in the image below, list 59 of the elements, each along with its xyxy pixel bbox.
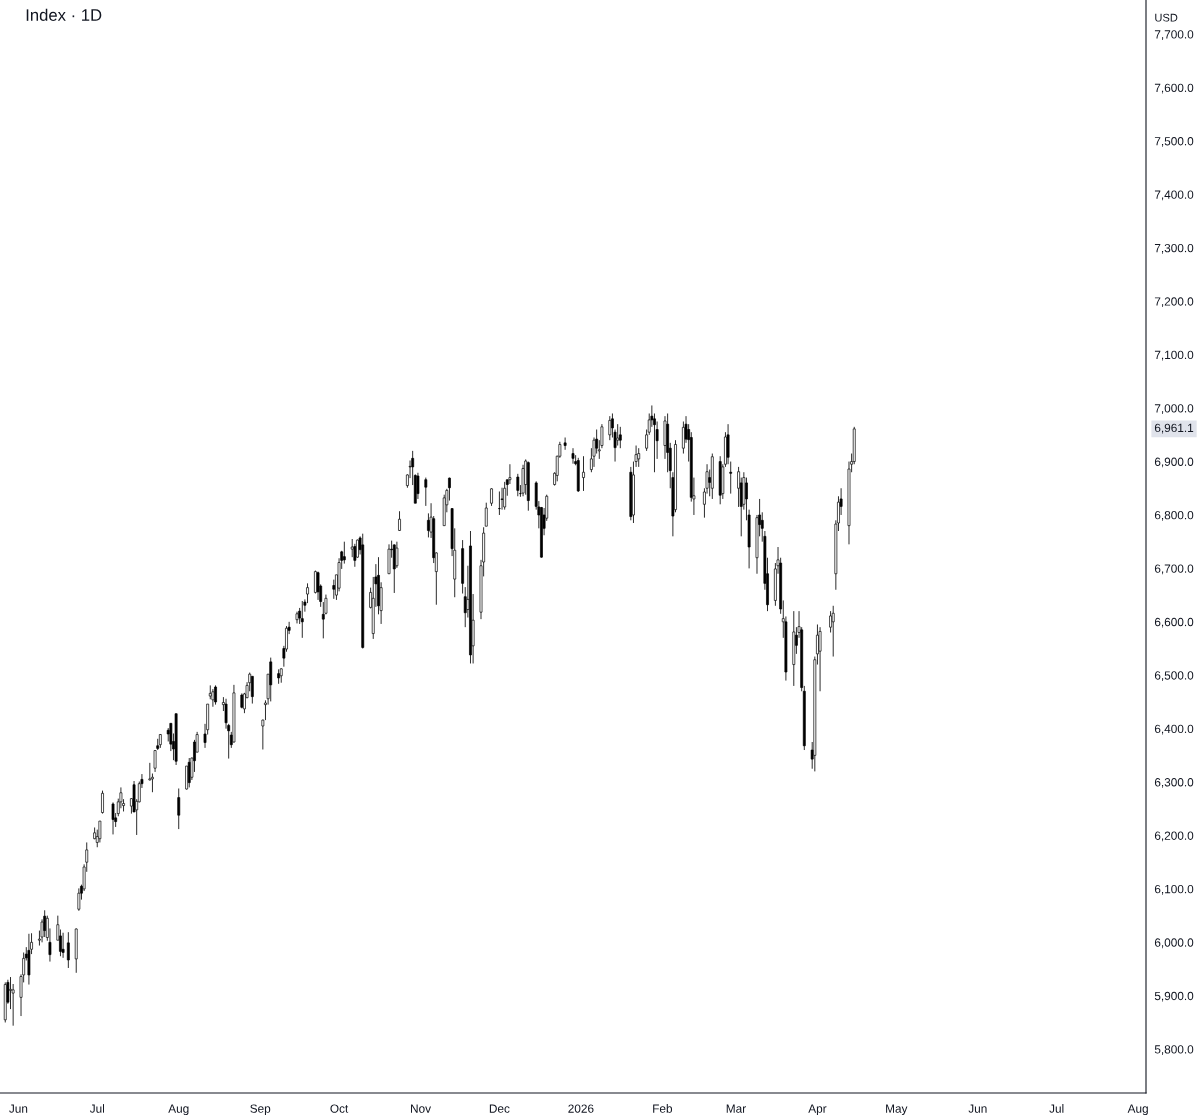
candlestick — [250, 675, 254, 704]
x-tick-label: 2026 — [568, 1104, 594, 1113]
y-tick-label: 7,500.0 — [1154, 137, 1194, 147]
x-tick-label: Apr — [808, 1104, 827, 1116]
y-tick-label: 6,800.0 — [1154, 511, 1194, 521]
x-tick-label: Mar — [726, 1104, 746, 1113]
candlestick — [416, 472, 420, 500]
y-tick-label: 6,600.0 — [1154, 617, 1194, 628]
x-tick-label: Aug — [1127, 1104, 1148, 1116]
y-tick-label: 7,100.0 — [1154, 350, 1194, 361]
candlestick — [484, 502, 488, 527]
x-tick-label: May — [886, 1104, 908, 1116]
candlestick — [211, 688, 215, 708]
x-tick-label: Feb — [653, 1104, 673, 1113]
candlestick — [321, 601, 325, 639]
candlestick — [353, 543, 357, 568]
candlestick — [508, 463, 512, 485]
x-tick-label: Nov — [411, 1104, 432, 1113]
y-tick-label: 7,400.0 — [1154, 190, 1194, 201]
candlestick — [424, 477, 428, 507]
text: 6,961.1 — [1154, 423, 1194, 434]
candlestick — [101, 790, 104, 815]
y-tick-label: 7,600.0 — [1154, 83, 1194, 94]
y-tick-label: 6,900.0 — [1154, 457, 1194, 468]
chart-title: Index · 1D — [26, 8, 102, 21]
y-tick-label: 7,700.0 — [1154, 30, 1194, 40]
x-tick-label: Jul — [1049, 1104, 1064, 1113]
y-tick-label: 7,000.0 — [1154, 404, 1194, 414]
candlestick — [214, 684, 217, 706]
y-tick-label: 6,300.0 — [1154, 778, 1194, 788]
x-tick-label: Jun — [968, 1104, 987, 1113]
y-tick-label: 6,700.0 — [1154, 564, 1194, 575]
x-tick-label: Dec — [489, 1104, 510, 1113]
x-tick-label: Jun — [9, 1104, 28, 1113]
candlestick — [98, 820, 102, 843]
y-tick-label: 5,900.0 — [1154, 991, 1194, 1002]
candlestick — [448, 477, 451, 501]
x-tick-label: Sep — [250, 1104, 271, 1116]
y-tick-label: 7,300.0 — [1154, 243, 1194, 254]
candlestick — [43, 909, 47, 938]
y-tick-label: 6,000.0 — [1154, 938, 1194, 949]
x-tick-label: Oct — [330, 1104, 349, 1113]
candlestick — [153, 749, 157, 773]
x-tick-label: Jul — [89, 1104, 105, 1113]
y-tick-label: 6,400.0 — [1154, 724, 1194, 735]
text: USD — [1155, 13, 1178, 22]
y-tick-label: 6,100.0 — [1154, 884, 1194, 895]
candlestick — [66, 931, 70, 969]
y-tick-label: 5,800.0 — [1154, 1045, 1194, 1055]
candlestick — [831, 605, 835, 657]
x-tick-label: Aug — [168, 1104, 189, 1116]
y-tick-label: 6,500.0 — [1154, 671, 1194, 682]
candlestick — [395, 541, 399, 569]
y-tick-label: 7,200.0 — [1154, 297, 1194, 308]
candlestick — [269, 657, 273, 702]
candlestick — [637, 447, 641, 468]
candlestick — [582, 455, 585, 492]
candlestick — [177, 788, 181, 830]
y-tick-label: 6,200.0 — [1154, 831, 1194, 842]
